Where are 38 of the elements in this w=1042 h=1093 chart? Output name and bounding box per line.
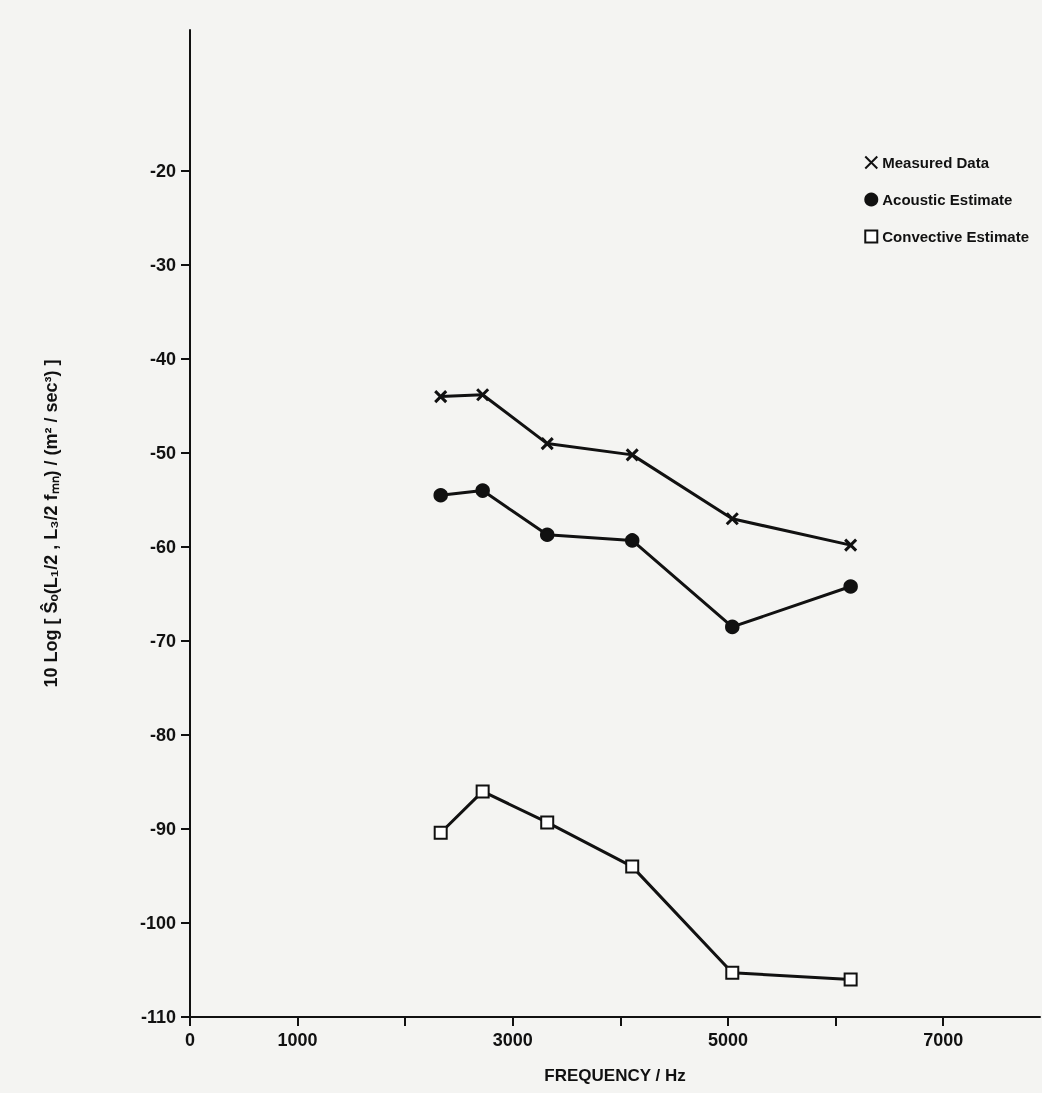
point [625,859,640,874]
y-tick-label: -80 [149,725,176,745]
point [725,965,740,980]
point [475,483,490,498]
point [475,387,490,402]
x-tick-label: 7000 [923,1030,964,1050]
point [539,527,555,543]
legend-label: Convective Estimate [882,228,1030,245]
x-tick-label: 3000 [492,1030,533,1050]
x-tick-label: 5000 [707,1030,748,1050]
x-tick-label: 0 [184,1030,196,1050]
y-tick-label: -20 [149,161,176,181]
point [625,447,640,462]
point [624,533,640,548]
point [843,972,858,987]
point [725,511,740,526]
point [433,825,448,840]
point [475,784,490,799]
y-axis-title: 10 Log [ Ŝₒ(L₁/2 , L₃/2 fₘₙ) / (m² / sec³) ] [40,359,61,688]
point [433,488,448,503]
y-tick-label: -40 [149,349,176,369]
y-tick-label: -100 [139,913,176,933]
point [843,538,858,553]
point [843,579,858,594]
y-tick-label: -90 [149,819,176,839]
y-tick-label: -110 [140,1007,176,1027]
y-tick-label: -70 [149,631,176,651]
y-tick-label: -30 [149,255,176,275]
point [725,619,740,635]
point [540,815,555,830]
point [433,389,448,404]
x-axis-title: FREQUENCY / Hz [544,1066,686,1085]
x-tick-label: 1000 [277,1030,318,1050]
y-tick-label: -50 [149,443,176,463]
legend-label: Acoustic Estimate [882,191,1013,208]
y-tick-label: -60 [149,537,176,557]
legend-label: Measured Data [882,154,990,171]
point [540,436,555,451]
